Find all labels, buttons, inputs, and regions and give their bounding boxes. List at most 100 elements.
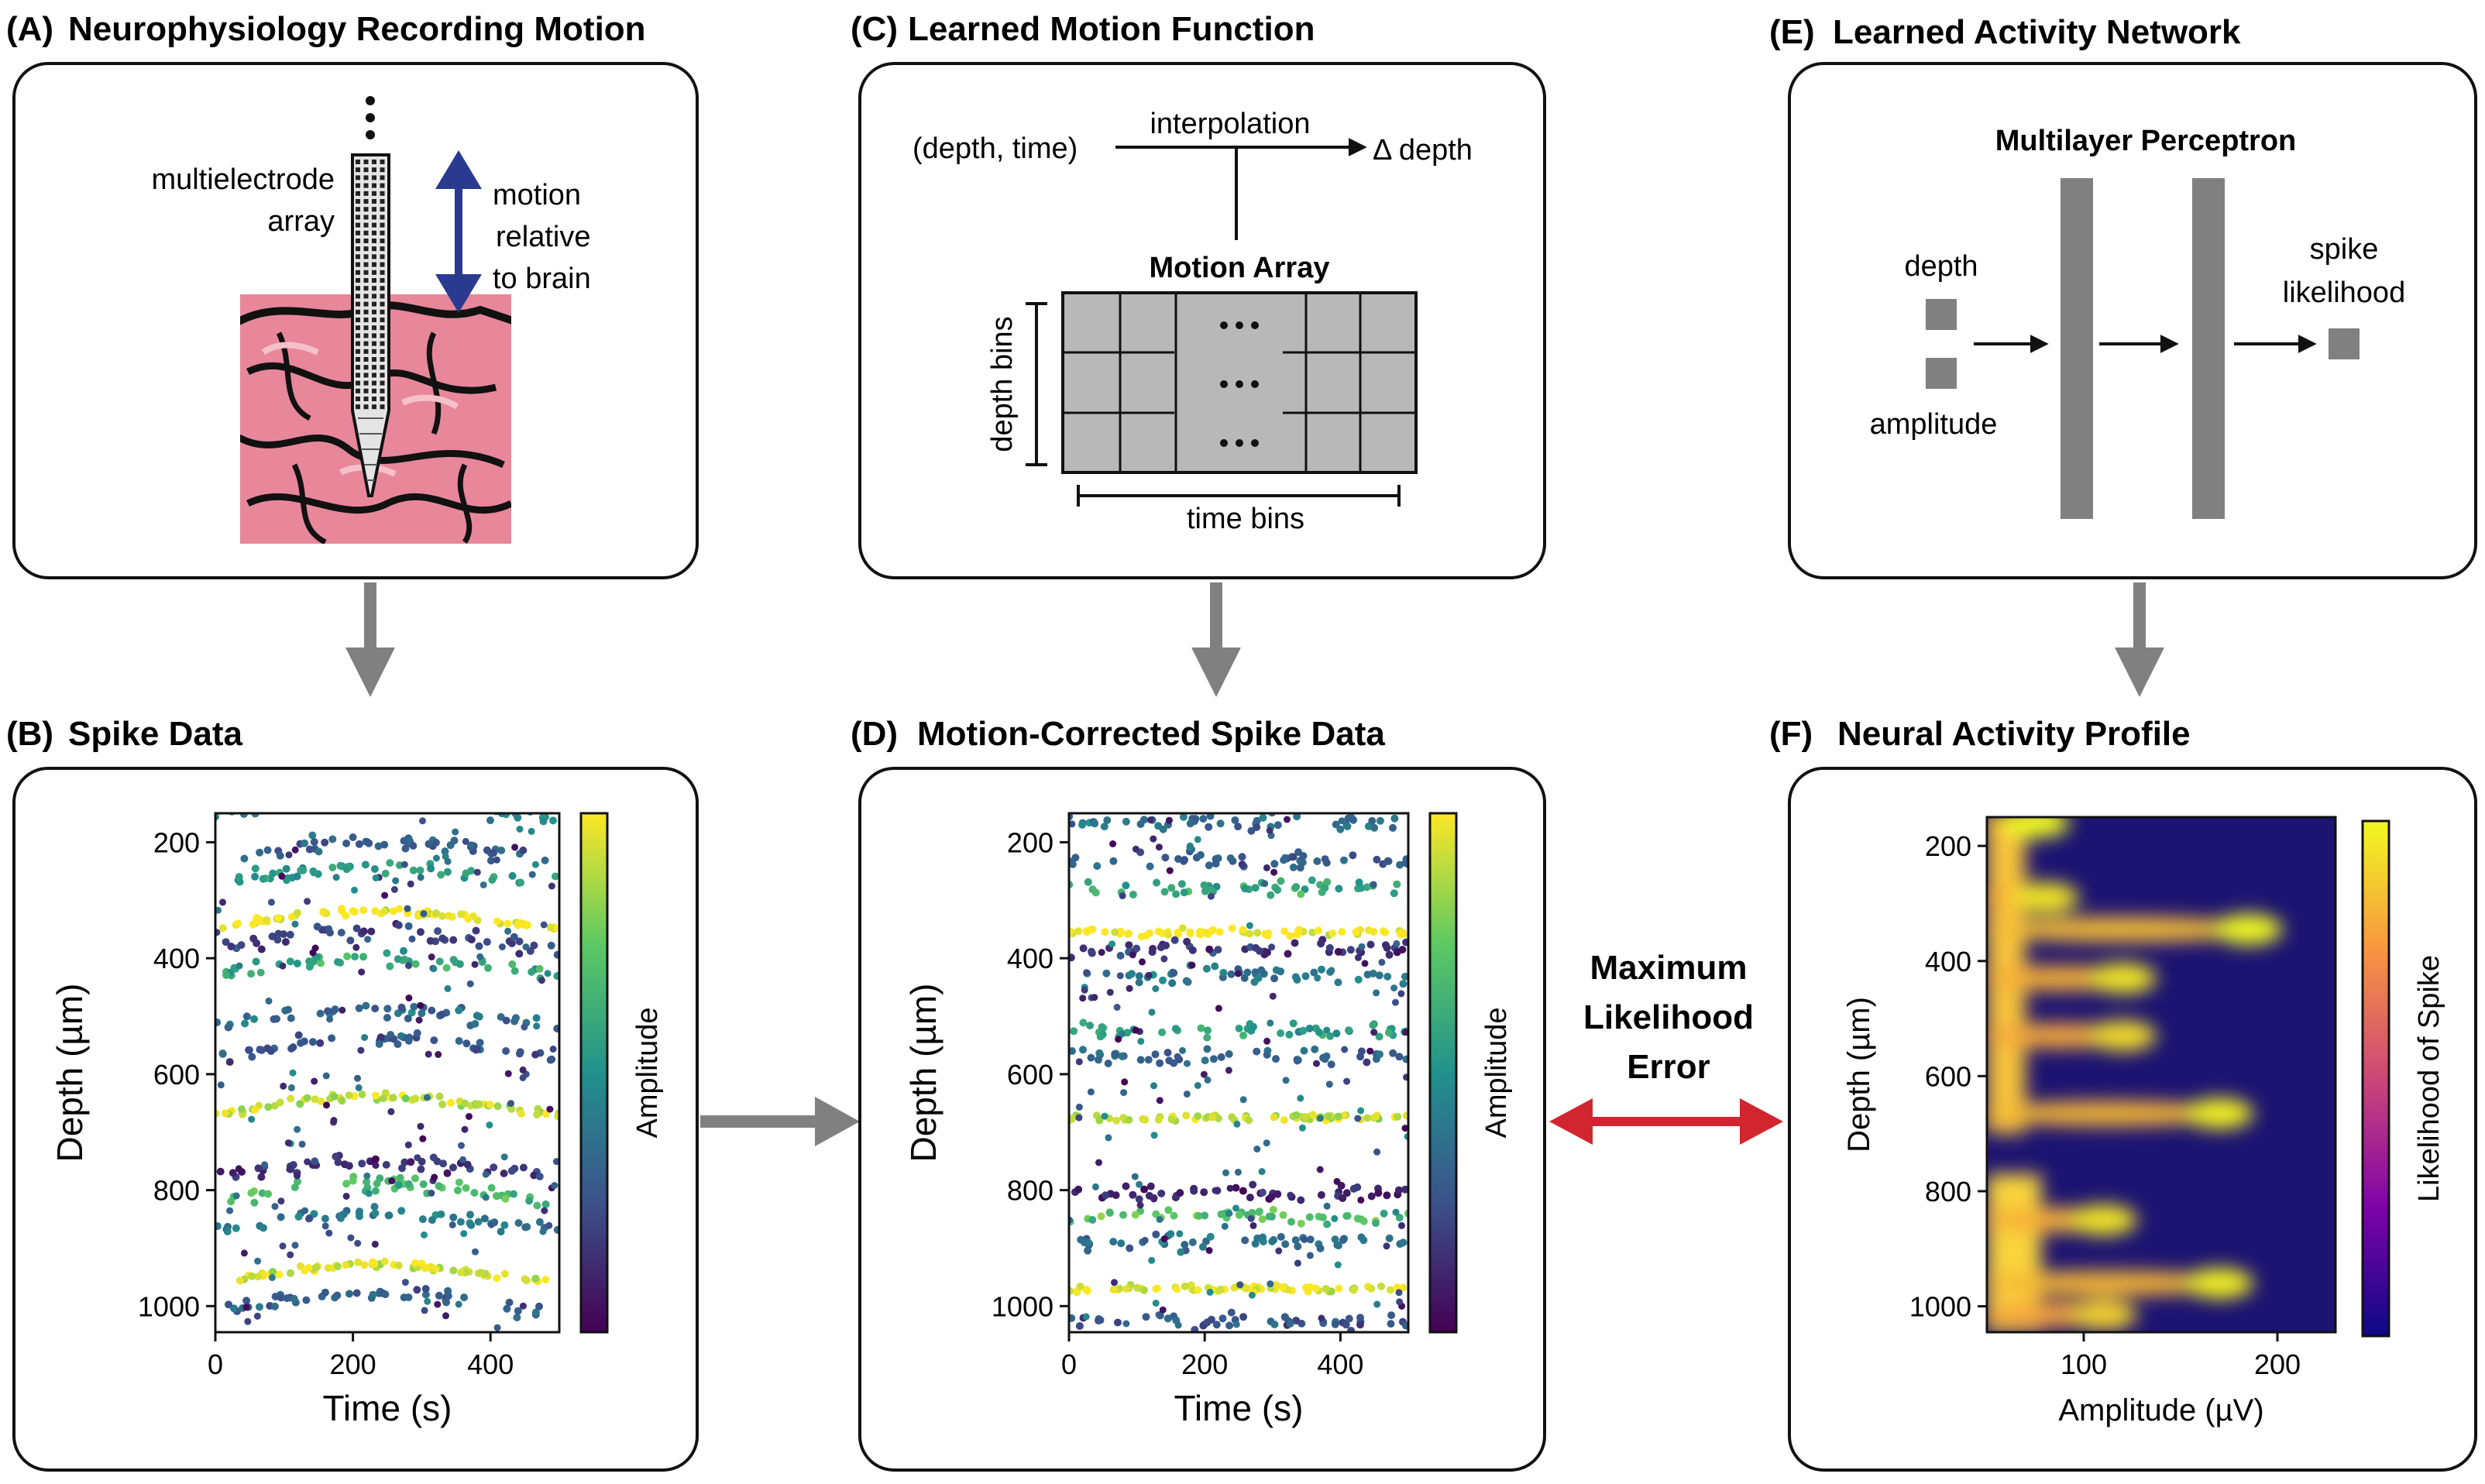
spike-point — [278, 872, 286, 880]
spike-point — [541, 1276, 550, 1284]
spike-point — [1126, 1244, 1134, 1252]
spike-point — [1228, 924, 1236, 933]
spike-point — [1098, 949, 1105, 957]
spike-point — [1136, 1056, 1145, 1064]
x-axis-label: Time (s) — [323, 1388, 452, 1428]
spike-point — [517, 878, 525, 887]
spike-point — [392, 877, 400, 885]
spike-point — [1163, 1049, 1172, 1056]
electrode-site — [363, 341, 369, 346]
spike-point — [1098, 1023, 1106, 1031]
spike-point — [438, 1010, 446, 1019]
electrode-site — [363, 270, 369, 275]
electrode-site — [372, 333, 376, 338]
spike-point — [1254, 974, 1263, 982]
y-tick-label: 600 — [1925, 1060, 1971, 1092]
y-tick-label: 400 — [1925, 946, 1971, 977]
spike-point — [247, 970, 256, 978]
spike-point — [544, 970, 552, 977]
spike-point — [1205, 1247, 1213, 1254]
spike-point — [431, 1173, 438, 1181]
spike-point — [1267, 891, 1275, 899]
spike-point — [533, 1110, 541, 1118]
spike-point — [1116, 927, 1125, 936]
spike-point — [1215, 928, 1224, 936]
spike-point — [409, 866, 418, 874]
spike-point — [373, 1180, 381, 1188]
spike-point — [1163, 1314, 1172, 1323]
spike-point — [474, 1218, 483, 1226]
spike-point — [1121, 1078, 1129, 1086]
spike-point — [232, 1224, 240, 1232]
spike-point — [417, 1165, 425, 1173]
spike-point — [358, 1091, 366, 1098]
spike-point — [510, 1190, 517, 1198]
spike-point — [291, 846, 299, 854]
spike-point — [1088, 947, 1095, 956]
spike-point — [430, 965, 438, 973]
motion-fn-input: (depth, time) — [913, 132, 1078, 165]
spike-point — [1125, 941, 1133, 950]
spike-point — [383, 949, 391, 957]
spike-point — [357, 1046, 365, 1054]
spike-point — [1281, 1240, 1290, 1249]
spike-point — [510, 933, 518, 941]
spike-point — [1334, 1112, 1342, 1121]
spike-point — [1291, 973, 1300, 981]
spike-point — [1390, 889, 1398, 898]
spike-point — [1294, 929, 1302, 938]
spike-point — [294, 1212, 303, 1221]
spike-point — [259, 1224, 267, 1232]
electrode-site — [363, 349, 369, 354]
electrode-site — [380, 167, 385, 173]
spike-point — [1114, 1318, 1122, 1327]
electrode-site — [372, 318, 376, 322]
spike-point — [1129, 891, 1137, 898]
spike-point — [1178, 924, 1187, 933]
spike-point — [553, 972, 559, 981]
spike-point — [1270, 868, 1278, 876]
spike-point — [472, 1248, 479, 1256]
spike-point — [1177, 880, 1186, 888]
electrode-site — [380, 380, 385, 386]
spike-point — [1331, 1320, 1339, 1328]
spike-point — [342, 839, 351, 847]
spike-point — [1194, 1211, 1203, 1220]
spike-point — [1297, 890, 1305, 898]
spike-point — [1253, 1047, 1261, 1056]
spike-point — [330, 1092, 339, 1101]
spike-point — [242, 1304, 250, 1311]
spike-point — [1257, 966, 1266, 974]
spike-point — [1342, 1212, 1351, 1220]
spike-point — [1079, 944, 1088, 953]
spike-point — [1277, 967, 1285, 976]
spike-point — [476, 1269, 485, 1277]
spike-point — [1325, 1080, 1333, 1088]
electrode-site — [380, 246, 385, 252]
spike-point — [343, 952, 352, 960]
spike-point — [1152, 1300, 1160, 1307]
spike-point — [215, 906, 222, 914]
electrode-site — [363, 286, 369, 291]
spike-point — [1299, 852, 1308, 861]
spike-point — [1111, 1279, 1118, 1286]
spike-point — [321, 838, 329, 847]
spike-point — [1298, 1124, 1306, 1132]
spike-point — [1332, 820, 1340, 829]
spike-point — [371, 1209, 380, 1218]
spike-point — [250, 1198, 259, 1207]
spike-point — [1395, 1053, 1404, 1061]
spike-point — [1361, 960, 1369, 967]
spike-point — [1148, 1008, 1156, 1016]
spike-point — [1146, 816, 1154, 824]
spike-point — [457, 910, 466, 919]
spike-point — [1179, 1046, 1186, 1054]
electrode-site — [380, 357, 385, 362]
spike-point — [1376, 1050, 1383, 1059]
heatmap-blobs — [1987, 817, 2283, 1332]
electrode-site — [372, 183, 376, 188]
spike-point — [504, 927, 512, 935]
spike-point — [513, 1314, 521, 1321]
spike-point — [1284, 950, 1292, 958]
spike-point — [1380, 1209, 1388, 1218]
